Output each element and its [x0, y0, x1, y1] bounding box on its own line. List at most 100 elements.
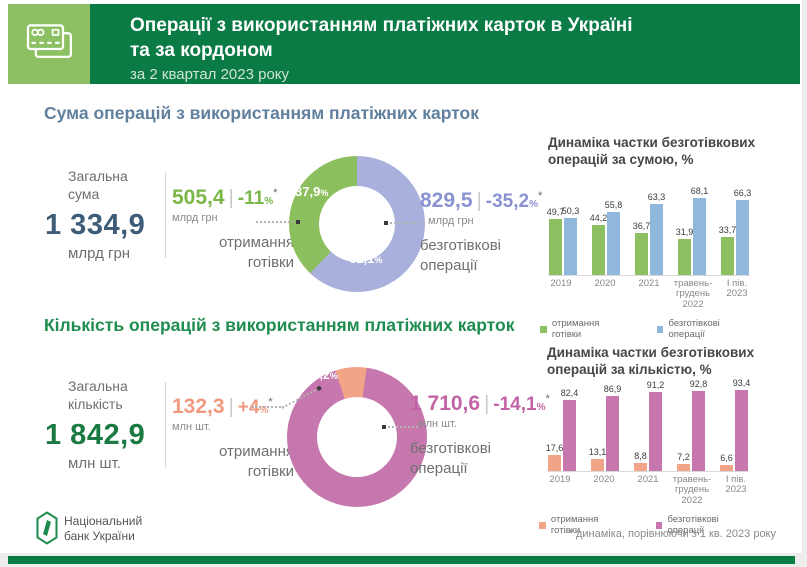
bar-value-label: 13,1 [588, 447, 607, 458]
x-axis-label: травень- грудень 2022 [672, 473, 712, 507]
bar-value-label: 66,3 [733, 188, 752, 199]
bar-column: 49,7 [546, 206, 565, 275]
bar [549, 218, 562, 275]
x-axis-label: 2019 [550, 277, 572, 289]
bar-group: 36,7 63,3 [632, 192, 665, 275]
bar-group: 33,7 66,3 [718, 188, 752, 275]
x-axis-label: 2021 [638, 277, 660, 289]
x-axis-label: І пів. 2023 [725, 473, 747, 496]
leader-line [384, 221, 420, 225]
bar-column: 31,9 [675, 226, 694, 275]
legend-swatch [539, 521, 546, 529]
donut-count-chart [287, 367, 427, 507]
total-sum-unit: млрд грн [68, 245, 131, 263]
bar-value-label: 8,8 [634, 450, 647, 461]
section-sum-title: Сума операцій з використанням платіжних … [44, 103, 479, 123]
bar-chart-sum-title: Динаміка частки безготівкових операцій з… [548, 135, 756, 168]
bar-value-label: 50,3 [561, 206, 580, 217]
bar-chart-count-legend: отримання готівки безготівкові операції [539, 514, 757, 536]
bar [692, 390, 705, 471]
donut-sum-cash-pct: 37,9% [295, 184, 329, 199]
bar-chart-count-xlabels: 2019 2020 2021 травень- грудень 2022 І пів. … [539, 473, 757, 508]
bar-column: 63,3 [648, 192, 665, 275]
bar-column: 6,6 [720, 453, 733, 471]
leader-line [252, 406, 284, 408]
donut-sum-cashless-pct: 62,1% [349, 251, 383, 266]
x-axis-label: І пів. 2023 [726, 277, 748, 300]
x-axis-label: 2021 [637, 473, 659, 485]
bar-value-label: 31,9 [675, 226, 694, 237]
bar-value-label: 49,7 [546, 206, 565, 217]
bar-column: 17,6 [545, 443, 564, 471]
cashless-sum-stat: 829,5 | -35,2%* млрд грн безготівкові опер… [420, 189, 580, 275]
bar-value-label: 7,2 [677, 452, 690, 463]
legend-swatch [540, 325, 547, 333]
bar-column: 50,3 [561, 206, 580, 275]
bar-value-label: 86,9 [603, 383, 622, 394]
bar-column: 92,8 [689, 378, 708, 471]
bar-group: 31,9 68,1 [675, 186, 708, 275]
cash-sum-value-row: 505,4 | -11%* [172, 186, 278, 209]
bar [721, 236, 734, 275]
bar-column: 91,2 [647, 380, 664, 471]
bar [693, 198, 706, 275]
bar-value-label: 6,6 [720, 452, 733, 463]
bar-chart-count: Динаміка частки безготівкових операцій з… [539, 344, 799, 536]
bar-chart-sum-legend: отримання готівки безготівкові операції [540, 318, 758, 340]
bar-group: 17,6 82,4 [545, 388, 578, 471]
bar [606, 395, 619, 471]
bar-column: 8,8 [634, 451, 647, 471]
bar-column: 7,2 [677, 452, 690, 471]
bar [678, 238, 691, 275]
legend-item: отримання готівки [539, 514, 630, 536]
bar-group: 44,2 55,8 [589, 200, 623, 275]
bar [736, 200, 749, 275]
bar-value-label: 33,7 [718, 224, 737, 235]
legend-item: отримання готівки [540, 318, 631, 340]
bar-chart-count-title: Динаміка частки безготівкових операцій з… [547, 345, 755, 378]
bar-group: 7,2 92,8 [676, 378, 708, 471]
leader-line [256, 220, 300, 224]
bar-column: 66,3 [733, 188, 752, 275]
donut-sum-chart [289, 156, 425, 292]
cash-count-stat: 132,3 | +4%* млн шт. отримання готівки [172, 395, 294, 481]
bar [548, 455, 561, 471]
bar [649, 392, 662, 471]
legend-item: безготівкові операції [655, 514, 757, 537]
bar-column: 68,1 [691, 186, 708, 275]
bar-column: 13,1 [588, 447, 607, 471]
cashless-sum-unit: млрд грн [428, 215, 474, 227]
bar-value-label: 36,7 [632, 221, 651, 232]
legend-label: отримання готівки [550, 514, 599, 537]
bar-column: 36,7 [632, 221, 651, 275]
bank-name: Національний банк України [64, 514, 143, 543]
cash-count-label: отримання готівки [219, 443, 294, 480]
legend-swatch [656, 325, 664, 333]
donut-count-cashless-pct: 92,8% [338, 458, 372, 473]
bar-group: 6,6 93,4 [719, 378, 750, 471]
total-sum-value: 1 334,9 [45, 209, 146, 242]
header-icon-block [8, 4, 90, 84]
bar [607, 212, 620, 275]
bar-value-label: 55,8 [604, 200, 623, 211]
total-count-block: Загальна кількість 1 842,9 млн шт. [45, 377, 170, 472]
cashless-count-unit: млн шт. [418, 418, 457, 430]
footnote: * динаміка, порівнюючи з 1 кв. 2023 року [568, 528, 776, 540]
cashless-count-stat: 1 710,6 | -14,1%* млн шт. безготівкові опе… [410, 392, 580, 478]
bar [735, 390, 748, 471]
bar-value-label: 92,8 [689, 378, 708, 389]
legend-label: безготівкові операції [667, 514, 719, 537]
bar-group: 13,1 86,9 [588, 383, 622, 471]
x-axis-label: травень- грудень 2022 [673, 277, 713, 311]
bar [635, 233, 648, 275]
bar-value-label: 17,6 [545, 443, 564, 454]
bar-column: 44,2 [589, 213, 608, 275]
bar-value-label: 44,2 [589, 213, 608, 224]
x-axis-label: 2020 [593, 473, 615, 485]
cashless-count-label: безготівкові операції [410, 440, 492, 477]
page-subtitle: за 2 квартал 2023 року [130, 66, 290, 84]
cashless-sum-label: безготівкові операції [420, 237, 502, 274]
divider [165, 172, 166, 258]
leader-line [382, 425, 418, 429]
